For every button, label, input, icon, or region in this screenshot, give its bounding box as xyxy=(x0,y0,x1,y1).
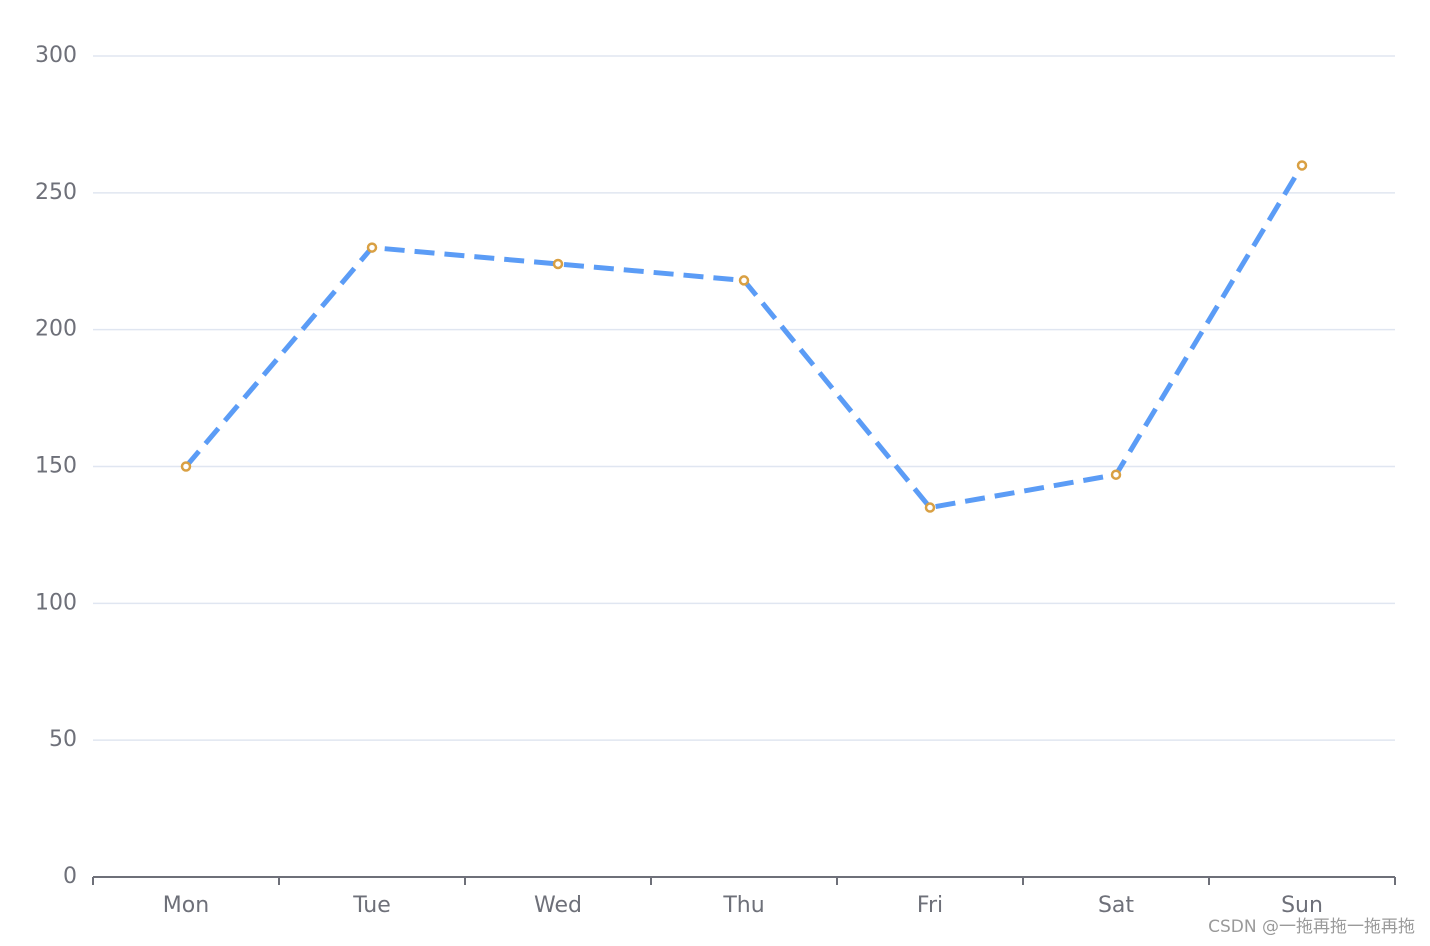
y-tick-label: 300 xyxy=(35,43,77,68)
x-tick-label: Fri xyxy=(917,893,943,918)
x-tick-label: Sun xyxy=(1281,893,1323,918)
point xyxy=(552,258,564,270)
y-tick-label: 200 xyxy=(35,317,77,342)
x-tick-label: Sat xyxy=(1098,893,1134,918)
x-tick-label: Tue xyxy=(352,893,391,918)
y-tick-label: 0 xyxy=(63,864,77,889)
y-tick-label: 50 xyxy=(49,727,77,752)
point xyxy=(924,502,936,513)
x-tick-label: Mon xyxy=(163,893,209,918)
point xyxy=(180,461,192,472)
watermark: CSDN @一拖再拖一拖再拖 xyxy=(1208,917,1415,937)
point xyxy=(738,275,750,286)
line xyxy=(184,164,1305,511)
point xyxy=(1110,469,1122,480)
y-tick-label: 150 xyxy=(35,454,77,479)
x-tick-label: Wed xyxy=(534,893,582,918)
y-tick-label: 250 xyxy=(35,180,77,205)
point xyxy=(1296,160,1308,171)
y-tick-label: 100 xyxy=(35,590,77,615)
point xyxy=(366,242,378,253)
x-tick-label: Thu xyxy=(722,893,764,918)
